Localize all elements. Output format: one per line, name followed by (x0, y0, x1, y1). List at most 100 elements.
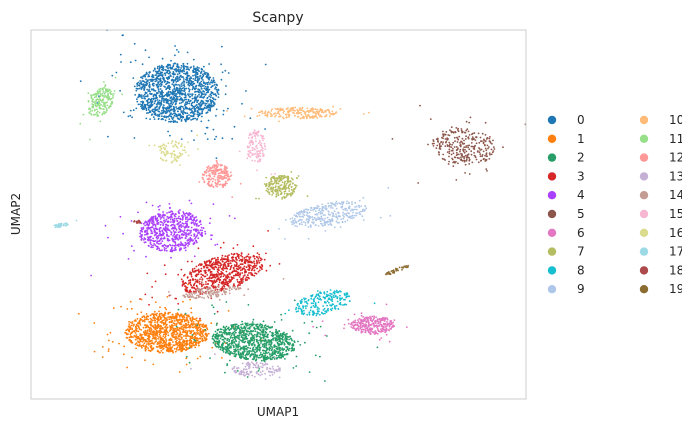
data-point (137, 81, 140, 84)
data-point (242, 353, 245, 356)
data-point (255, 327, 257, 330)
data-point (238, 334, 241, 337)
data-point (133, 42, 136, 45)
data-point (160, 331, 163, 334)
data-point (488, 152, 491, 155)
data-point (209, 261, 211, 263)
data-point (220, 78, 223, 81)
data-point (189, 273, 191, 275)
data-point (153, 111, 155, 114)
data-point (200, 67, 203, 70)
data-point (152, 333, 155, 336)
data-point (233, 330, 236, 333)
data-point (260, 323, 263, 326)
data-point (256, 261, 259, 264)
data-point (256, 256, 259, 259)
data-point (417, 182, 420, 184)
data-point (251, 335, 254, 337)
data-point (187, 98, 190, 101)
data-point (217, 344, 220, 347)
data-point (198, 231, 201, 234)
data-point (245, 348, 248, 351)
data-point (163, 101, 165, 103)
data-point (139, 80, 142, 82)
data-point (160, 118, 163, 121)
data-point (169, 250, 172, 253)
data-point (140, 107, 143, 109)
data-point (206, 105, 209, 108)
data-point (188, 324, 191, 327)
data-point (200, 120, 203, 123)
data-point (180, 111, 183, 113)
data-point (228, 332, 231, 335)
data-point (248, 328, 251, 330)
data-point (149, 92, 151, 95)
data-point (163, 115, 166, 117)
data-point (189, 326, 191, 329)
data-point (180, 64, 183, 67)
data-point (146, 329, 149, 332)
data-point (224, 69, 227, 72)
data-point (256, 333, 258, 336)
data-point (253, 262, 256, 265)
data-point (216, 274, 219, 277)
data-point (145, 201, 148, 204)
data-point (186, 74, 189, 77)
data-point (182, 280, 185, 282)
data-point (165, 346, 167, 349)
data-point (167, 115, 170, 118)
data-point (215, 337, 218, 340)
data-point (199, 340, 202, 343)
data-point (140, 95, 143, 98)
data-point (177, 110, 179, 113)
data-point (205, 281, 207, 283)
data-point (158, 249, 161, 252)
data-point (176, 96, 178, 98)
data-point (136, 85, 139, 87)
data-point (163, 249, 166, 252)
data-point (269, 340, 272, 342)
data-point (168, 203, 171, 205)
data-point (162, 99, 165, 102)
data-point (145, 324, 148, 327)
data-point (175, 349, 178, 351)
data-point (236, 370, 239, 372)
data-point (490, 153, 493, 156)
data-point (485, 149, 488, 152)
data-point (165, 247, 168, 250)
data-point (192, 271, 195, 273)
data-point (156, 335, 159, 337)
data-point (221, 254, 224, 257)
data-point (262, 339, 265, 342)
data-point (155, 314, 158, 317)
data-point (212, 267, 214, 270)
data-point (153, 310, 156, 313)
data-point (231, 256, 234, 258)
data-point (174, 350, 177, 353)
data-point (175, 83, 177, 86)
data-point (193, 338, 196, 341)
data-point (262, 332, 265, 334)
data-point (314, 354, 317, 357)
data-point (187, 243, 190, 245)
data-point (164, 273, 167, 276)
data-point (142, 95, 145, 97)
data-point (266, 355, 269, 358)
data-point (195, 326, 197, 328)
data-point (132, 324, 135, 327)
data-point (201, 108, 204, 111)
data-point (196, 109, 199, 112)
data-point (187, 117, 189, 120)
data-point (165, 338, 167, 340)
data-point (171, 313, 174, 316)
data-point (158, 344, 161, 347)
data-point (156, 240, 159, 243)
data-point (119, 89, 121, 92)
data-point (141, 100, 144, 103)
data-point (79, 80, 82, 82)
data-point (229, 267, 232, 269)
data-point (447, 163, 450, 165)
data-point (245, 90, 247, 92)
data-point (236, 252, 238, 255)
data-point (152, 94, 155, 96)
